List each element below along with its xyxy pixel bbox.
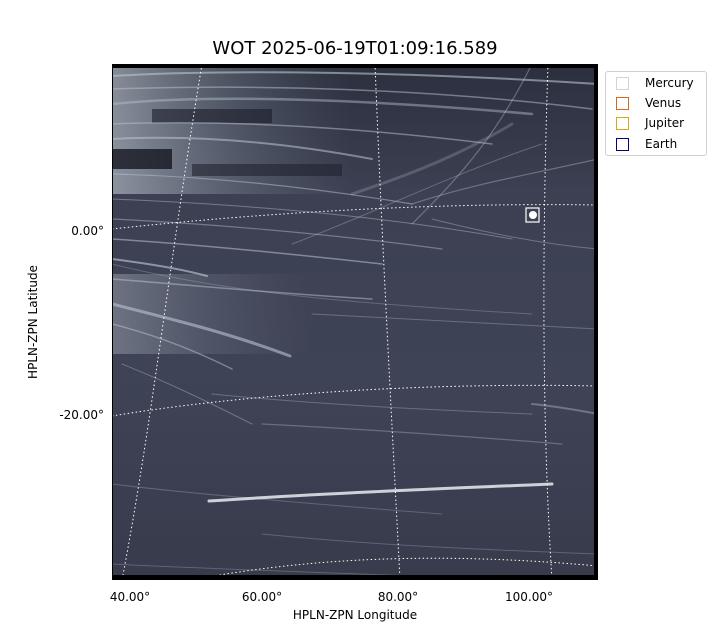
heliospheric-image [112,64,598,580]
xtick-label: 40.00° [109,590,151,604]
xtick-label: 100.00° [505,590,553,604]
legend-swatch-jupiter [616,116,629,130]
coordinate-grid [112,64,598,580]
legend: Mercury Venus Jupiter Earth [605,71,707,156]
solar-image-plot [112,64,598,580]
plot-title: WOT 2025-06-19T01:09:16.589 [212,38,498,59]
y-axis-title: HPLN-ZPN Latitude [26,265,40,379]
ytick-label: -20.00° [59,408,104,422]
legend-item-jupiter: Jupiter [616,114,684,132]
bright-upper-left-region [112,64,352,354]
legend-swatch-mercury [616,76,629,90]
legend-label: Venus [645,96,682,110]
xtick-label: 80.00° [377,590,419,604]
ytick-label: 0.00° [71,224,104,238]
streaks [112,64,598,577]
legend-label: Earth [645,137,678,151]
legend-item-earth: Earth [616,135,677,153]
xtick-label: 60.00° [241,590,283,604]
legend-swatch-earth [616,137,629,151]
legend-item-mercury: Mercury [616,74,694,92]
legend-swatch-venus [616,96,629,110]
x-axis-title: HPLN-ZPN Longitude [292,608,418,622]
legend-label: Mercury [645,76,694,90]
legend-item-venus: Venus [616,94,681,112]
planet-marker [525,207,540,223]
legend-label: Jupiter [645,116,685,130]
